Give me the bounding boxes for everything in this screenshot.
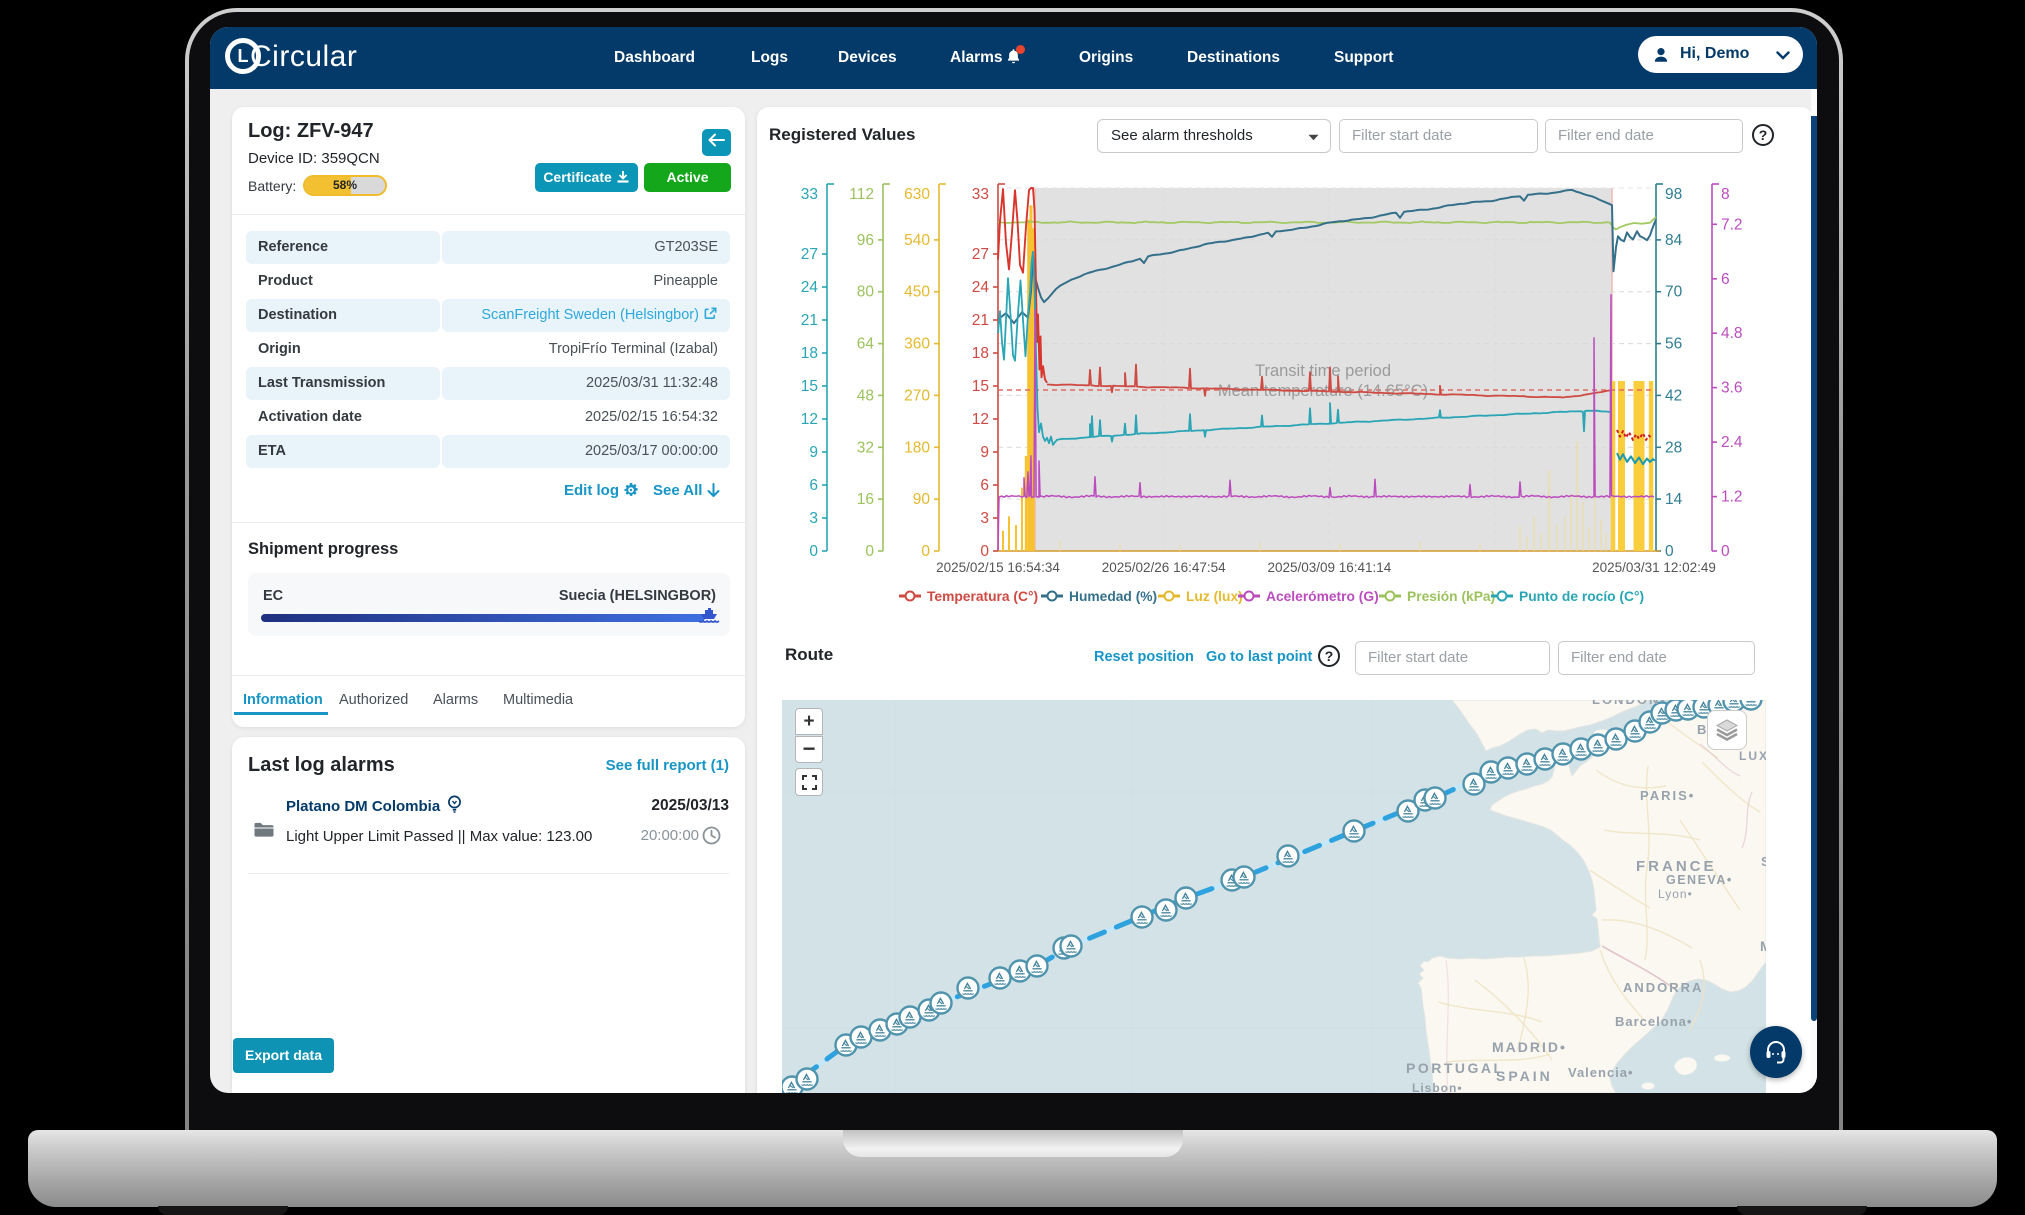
svg-text:80: 80 [857,284,875,301]
svg-text:18: 18 [801,345,818,362]
svg-text:LUXEMBO: LUXEMBO [1739,749,1766,763]
svg-text:3.6: 3.6 [1721,380,1743,397]
svg-text:15: 15 [972,378,989,395]
svg-text:0: 0 [921,543,930,560]
svg-text:SPAIN: SPAIN [1496,1068,1553,1084]
svg-text:16: 16 [857,491,874,508]
svg-text:2025/02/26 16:47:54: 2025/02/26 16:47:54 [1102,560,1226,575]
svg-text:3: 3 [809,510,818,527]
svg-text:Valencia•: Valencia• [1568,1065,1634,1080]
svg-text:630: 630 [904,186,930,203]
svg-text:21: 21 [972,312,989,329]
svg-text:84: 84 [1665,232,1683,249]
svg-text:1.2: 1.2 [1721,489,1743,506]
svg-text:2.4: 2.4 [1721,434,1743,451]
svg-text:540: 540 [904,232,930,249]
svg-text:33: 33 [801,186,818,203]
svg-text:7.2: 7.2 [1721,216,1743,233]
svg-text:MADRID•: MADRID• [1492,1039,1567,1055]
svg-text:6: 6 [809,477,818,494]
svg-text:0: 0 [980,543,989,560]
svg-text:24: 24 [801,279,819,296]
svg-text:12: 12 [972,411,989,428]
svg-text:0: 0 [809,543,818,560]
svg-text:14: 14 [1665,491,1683,508]
svg-text:FRANCE: FRANCE [1636,858,1717,875]
svg-text:Temperatura (C°): Temperatura (C°) [927,589,1038,604]
svg-text:0: 0 [1721,543,1730,560]
svg-text:270: 270 [904,387,930,404]
svg-text:90: 90 [913,491,931,508]
svg-text:S: S [1761,854,1766,869]
svg-text:4.8: 4.8 [1721,325,1743,342]
svg-text:12: 12 [801,411,818,428]
svg-text:0: 0 [1665,543,1674,560]
svg-text:Lisbon•: Lisbon• [1412,1081,1463,1093]
svg-text:Presión (kPa): Presión (kPa) [1407,589,1495,604]
svg-text:ANDORRA: ANDORRA [1623,980,1703,995]
svg-text:98: 98 [1665,186,1682,203]
svg-text:48: 48 [857,387,874,404]
svg-text:32: 32 [857,439,874,456]
svg-text:Transit time period: Transit time period [1255,362,1391,380]
svg-text:Luz (lux): Luz (lux) [1186,589,1243,604]
svg-text:6: 6 [980,477,989,494]
svg-text:450: 450 [904,284,930,301]
svg-text:21: 21 [801,312,818,329]
svg-text:27: 27 [972,246,989,263]
svg-text:Barcelona•: Barcelona• [1615,1014,1692,1029]
svg-text:2025/02/15 16:54:34: 2025/02/15 16:54:34 [936,560,1060,575]
svg-text:27: 27 [801,246,818,263]
svg-text:PORTUGAL: PORTUGAL [1406,1060,1505,1076]
svg-text:9: 9 [980,444,989,461]
svg-text:15: 15 [801,378,818,395]
svg-text:9: 9 [809,444,818,461]
svg-text:112: 112 [849,186,874,203]
svg-text:24: 24 [972,279,990,296]
svg-text:LONDON•: LONDON• [1592,700,1667,707]
svg-text:M: M [1760,938,1766,954]
svg-text:6: 6 [1721,271,1730,288]
svg-text:64: 64 [857,336,875,353]
svg-text:2025/03/09 16:41:14: 2025/03/09 16:41:14 [1267,560,1391,575]
svg-text:360: 360 [904,336,930,353]
svg-text:Humedad (%): Humedad (%) [1069,589,1157,604]
svg-text:2025/03/31 12:02:49: 2025/03/31 12:02:49 [1592,560,1716,575]
svg-text:28: 28 [1665,439,1682,456]
svg-text:3: 3 [980,510,989,527]
svg-text:18: 18 [972,345,989,362]
svg-text:GENEVA•: GENEVA• [1666,873,1733,887]
svg-text:Acelerómetro (G): Acelerómetro (G) [1266,589,1379,604]
svg-text:96: 96 [857,232,874,249]
svg-text:0: 0 [865,543,874,560]
svg-text:33: 33 [972,186,989,203]
svg-text:56: 56 [1665,336,1682,353]
svg-text:42: 42 [1665,387,1682,404]
svg-text:Lyon•: Lyon• [1658,887,1693,901]
svg-text:8: 8 [1721,186,1730,203]
svg-text:Punto de rocío (C°): Punto de rocío (C°) [1519,589,1644,604]
svg-text:180: 180 [904,439,930,456]
svg-text:70: 70 [1665,284,1683,301]
svg-text:PARIS•: PARIS• [1640,788,1695,803]
